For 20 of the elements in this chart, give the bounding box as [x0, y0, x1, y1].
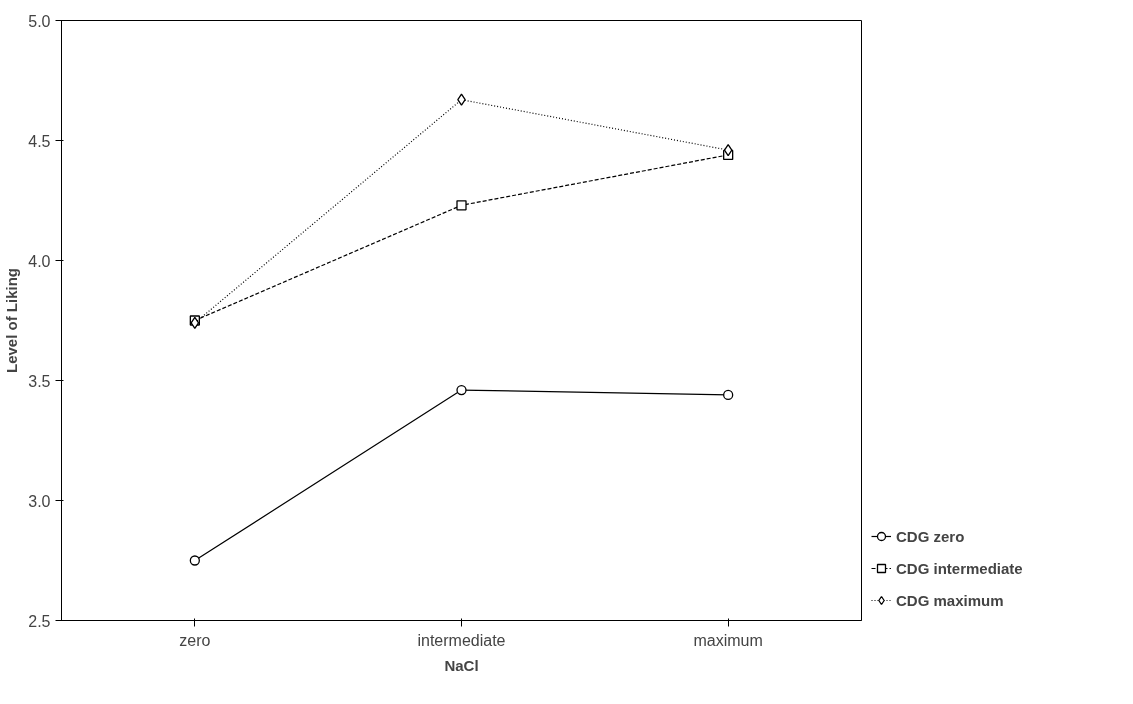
point: [190, 316, 200, 330]
y-axis-title: Level of Liking: [3, 267, 21, 374]
y-tick-label: 3.0: [28, 492, 51, 510]
y-tick-label: 4.0: [28, 252, 51, 270]
legend-label: CDG intermediate: [896, 559, 1023, 577]
y-tick-label: 5.0: [28, 12, 51, 30]
y-tick-label: 3.5: [28, 372, 51, 390]
point: [723, 389, 734, 401]
x-tick-label: maximum: [693, 631, 763, 649]
x-tick-label: intermediate: [417, 631, 506, 649]
y-tick-label: 4.5: [28, 132, 51, 150]
point: [189, 555, 200, 566]
x-tick-label: zero: [179, 631, 211, 649]
point: [456, 384, 467, 396]
legend-label: CDG maximum: [896, 591, 1004, 609]
x-axis-title: NaCl: [444, 656, 479, 674]
point: [456, 200, 467, 211]
point: [723, 143, 733, 157]
y-tick-label: 2.5: [28, 612, 51, 630]
legend-label: CDG zero: [896, 527, 965, 545]
